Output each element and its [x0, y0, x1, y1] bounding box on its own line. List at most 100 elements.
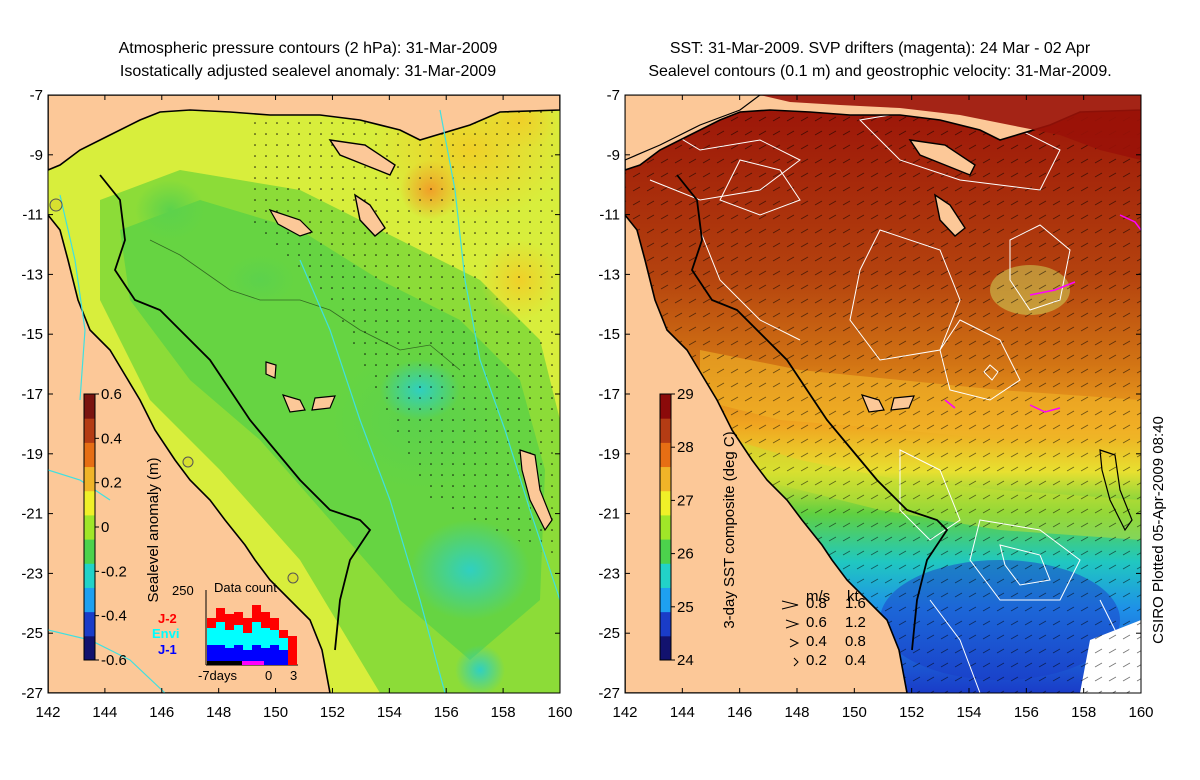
colorbar-tick-label: 0.4 — [101, 430, 122, 447]
lon-tick-label: 150 — [263, 704, 288, 721]
lon-tick-label: 156 — [434, 704, 459, 721]
colorbar-tick-label: 24 — [677, 652, 694, 669]
lon-tick-label: 142 — [35, 704, 60, 721]
colorbar-swatch — [660, 466, 671, 492]
data-count-inset: Data count 250 J-2 Envi J-1 -7days 0 3 — [152, 580, 298, 683]
colorbar-swatch — [84, 635, 95, 661]
lat-tick-label: -11 — [22, 207, 43, 224]
colorbar-swatch — [84, 442, 95, 468]
lon-tick-label: 154 — [956, 704, 981, 721]
lon-tick-label: 144 — [670, 704, 695, 721]
colorbar-swatch — [84, 514, 95, 540]
colorbar-swatch — [84, 418, 95, 443]
station-marker — [182, 456, 194, 468]
colorbar-swatch — [660, 587, 671, 613]
colorbar-swatch — [84, 490, 95, 516]
velocity-ms: 0.6 — [806, 614, 827, 631]
lon-tick-label: 144 — [92, 704, 117, 721]
velocity-ms: 0.2 — [806, 652, 827, 669]
sealevel-colorbar-label: Sealevel anomaly (m) — [145, 457, 162, 602]
lon-tick-label: 158 — [1071, 704, 1096, 721]
colorbar-swatch — [660, 394, 671, 419]
pressure-contour — [439, 109, 560, 601]
lat-tick-label: -17 — [21, 386, 43, 403]
colorbar-swatch — [660, 539, 671, 564]
lon-tick-label: 156 — [1014, 704, 1039, 721]
colorbar-swatch — [84, 539, 95, 564]
sealevel-contour — [649, 119, 801, 201]
lat-tick-label: -25 — [598, 625, 620, 642]
inset-xlabel-end: 3 — [290, 668, 297, 683]
lat-tick-label: -17 — [598, 386, 620, 403]
right-map — [625, 95, 1141, 693]
colorbar-swatch — [84, 563, 95, 588]
drifter-track — [1029, 404, 1061, 413]
lon-tick-label: 152 — [320, 704, 345, 721]
left-title-line1: Atmospheric pressure contours (2 hPa): 3… — [118, 40, 498, 57]
lat-tick-label: -13 — [21, 266, 43, 283]
colorbar-tick-label: -0.2 — [101, 563, 127, 580]
drifter-track — [1029, 281, 1076, 296]
colorbar-tick-label: 0.6 — [101, 386, 122, 403]
colorbar-tick-label: 26 — [677, 546, 694, 563]
sealevel-contour — [849, 229, 961, 361]
lon-tick-label: 146 — [149, 704, 174, 721]
lon-tick-label: 146 — [727, 704, 752, 721]
lat-tick-label: -21 — [598, 506, 620, 523]
lon-tick-label: 148 — [784, 704, 809, 721]
colorbar-tick-label: 0 — [101, 519, 109, 536]
velocity-unit-ms: m/s — [806, 588, 830, 605]
lat-tick-label: -7 — [607, 87, 620, 104]
velocity-arrow-icon — [793, 657, 799, 667]
lat-tick-label: -27 — [21, 685, 43, 702]
data-count-max: 250 — [172, 583, 194, 598]
velocity-legend: m/s kt 0.8 1.6 0.6 1.2 0.4 0.8 0.2 0.4 — [781, 588, 866, 669]
lon-tick-label: 160 — [1128, 704, 1153, 721]
colorbar-swatch — [660, 635, 671, 661]
colorbar-tick-label: 25 — [677, 599, 694, 616]
lon-tick-label: 152 — [899, 704, 924, 721]
inset-xlabel-start: -7days — [198, 668, 238, 683]
sealevel-contour — [719, 159, 801, 216]
lat-tick-label: -23 — [21, 565, 43, 582]
lat-tick-label: -15 — [21, 326, 43, 343]
colorbar-swatch — [84, 394, 95, 419]
left-title-line2: Isostatically adjusted sealevel anomaly:… — [119, 63, 497, 80]
colorbar-tick-label: -0.4 — [101, 608, 127, 625]
velocity-kt: 0.4 — [845, 652, 866, 669]
axis-ticks: 142 144 146 148 150 152 154 156 158 160 -7 -9 -11 -13… — [21, 87, 1153, 721]
lat-tick-label: -7 — [30, 87, 43, 104]
colorbar-swatch — [660, 514, 671, 540]
velocity-arrow-icon — [785, 619, 800, 629]
drifter-track — [1119, 214, 1141, 231]
colorbar-tick-label: -0.6 — [101, 652, 127, 669]
data-count-title: Data count — [214, 580, 277, 595]
colorbar-tick-label: 28 — [677, 439, 694, 456]
colorbar-swatch — [660, 442, 671, 468]
sst-colorbar-label: 3-day SST composite (deg C) — [721, 431, 738, 628]
lat-tick-label: -19 — [598, 446, 620, 463]
lon-tick-label: 142 — [612, 704, 637, 721]
pressure-contour — [59, 194, 86, 401]
lon-tick-label: 160 — [547, 704, 572, 721]
velocity-ms: 0.4 — [806, 633, 827, 650]
lon-tick-label: 154 — [377, 704, 402, 721]
lat-tick-label: -25 — [21, 625, 43, 642]
lon-tick-label: 158 — [491, 704, 516, 721]
velocity-unit-kt: kt — [847, 588, 860, 605]
data-count-bars — [207, 605, 297, 665]
velocity-arrow-icon — [781, 600, 799, 610]
colorbar-swatch — [84, 587, 95, 613]
sst-colorbar: 29 28 27 26 25 24 — [659, 386, 694, 669]
lat-tick-label: -9 — [30, 147, 43, 164]
velocity-kt: 1.6 — [845, 595, 866, 612]
sealevel-contour — [939, 319, 1021, 401]
sealevel-colorbar: 0.6 0.4 0.2 0 -0.2 -0.4 -0.6 — [83, 386, 127, 669]
lat-tick-label: -21 — [21, 506, 43, 523]
right-title-line1: SST: 31-Mar-2009. SVP drifters (magenta)… — [669, 40, 1091, 57]
velocity-arrow-icon — [789, 638, 800, 648]
velocity-kt: 0.8 — [845, 633, 866, 650]
lat-tick-label: -9 — [607, 147, 620, 164]
station-marker — [49, 198, 63, 212]
